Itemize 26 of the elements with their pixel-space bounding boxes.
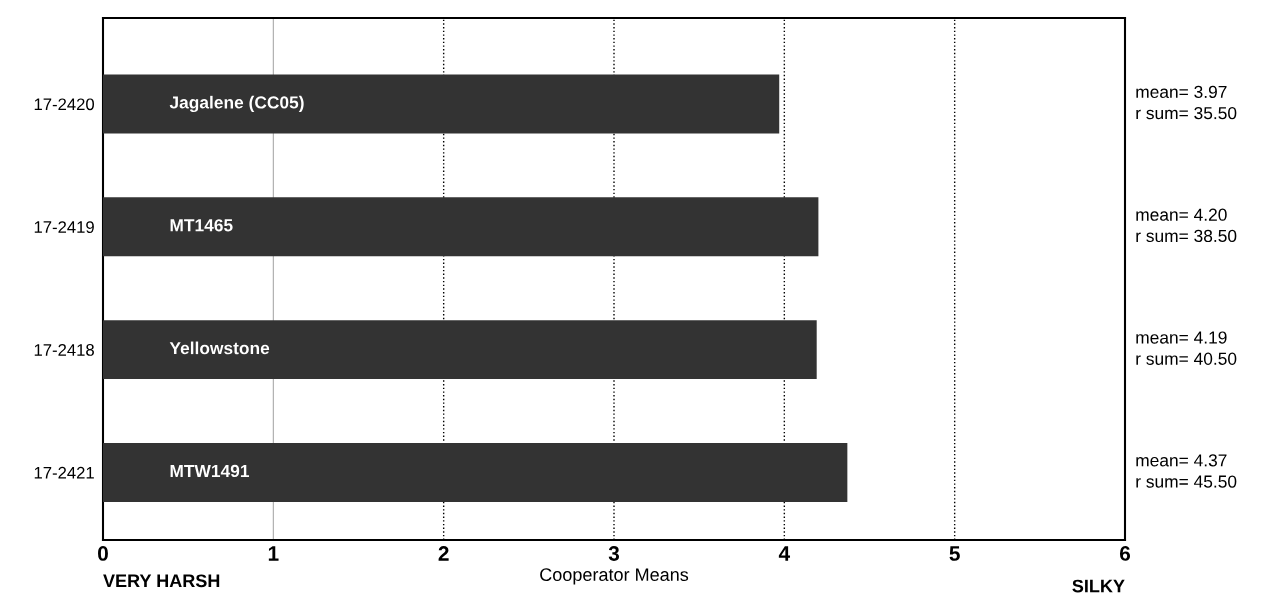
data-label: mean= 3.97 r sum= 35.50 — [1136, 85, 1237, 120]
annotation: MT1465 — [170, 219, 233, 232]
y-tick-label: 17-2418 — [34, 344, 94, 356]
x-tick-label: 2 — [438, 546, 449, 561]
y-tick-label: 17-2421 — [34, 466, 94, 479]
x-tick-label: 4 — [778, 546, 791, 561]
x-tick-label: 0 — [98, 546, 108, 561]
x-tick-label: 1 — [268, 546, 279, 561]
text: SILKY — [1072, 579, 1125, 593]
annotation: Jagalene (CC05) — [169, 95, 304, 113]
text: VERY HARSH — [103, 574, 220, 588]
bar — [103, 442, 848, 502]
annotation: MTW1491 — [170, 464, 250, 478]
data-label: mean= 4.20 r sum= 38.50 — [1136, 208, 1237, 243]
y-tick-label: 17-2420 — [34, 98, 95, 111]
x-axis-title: Cooperator Means — [540, 568, 689, 585]
data-label: mean= 4.37 r sum= 45.50 — [1136, 454, 1237, 488]
bar — [103, 74, 780, 134]
bar — [103, 320, 817, 380]
annotation: Yellowstone — [169, 341, 270, 355]
data-label: mean= 4.19 r sum= 40.50 — [1136, 331, 1237, 365]
x-tick-label: 3 — [608, 546, 620, 561]
x-tick-label: 6 — [1119, 546, 1131, 561]
y-tick-label: 17-2419 — [34, 221, 94, 233]
bar — [103, 197, 819, 257]
x-tick-label: 5 — [949, 546, 960, 561]
